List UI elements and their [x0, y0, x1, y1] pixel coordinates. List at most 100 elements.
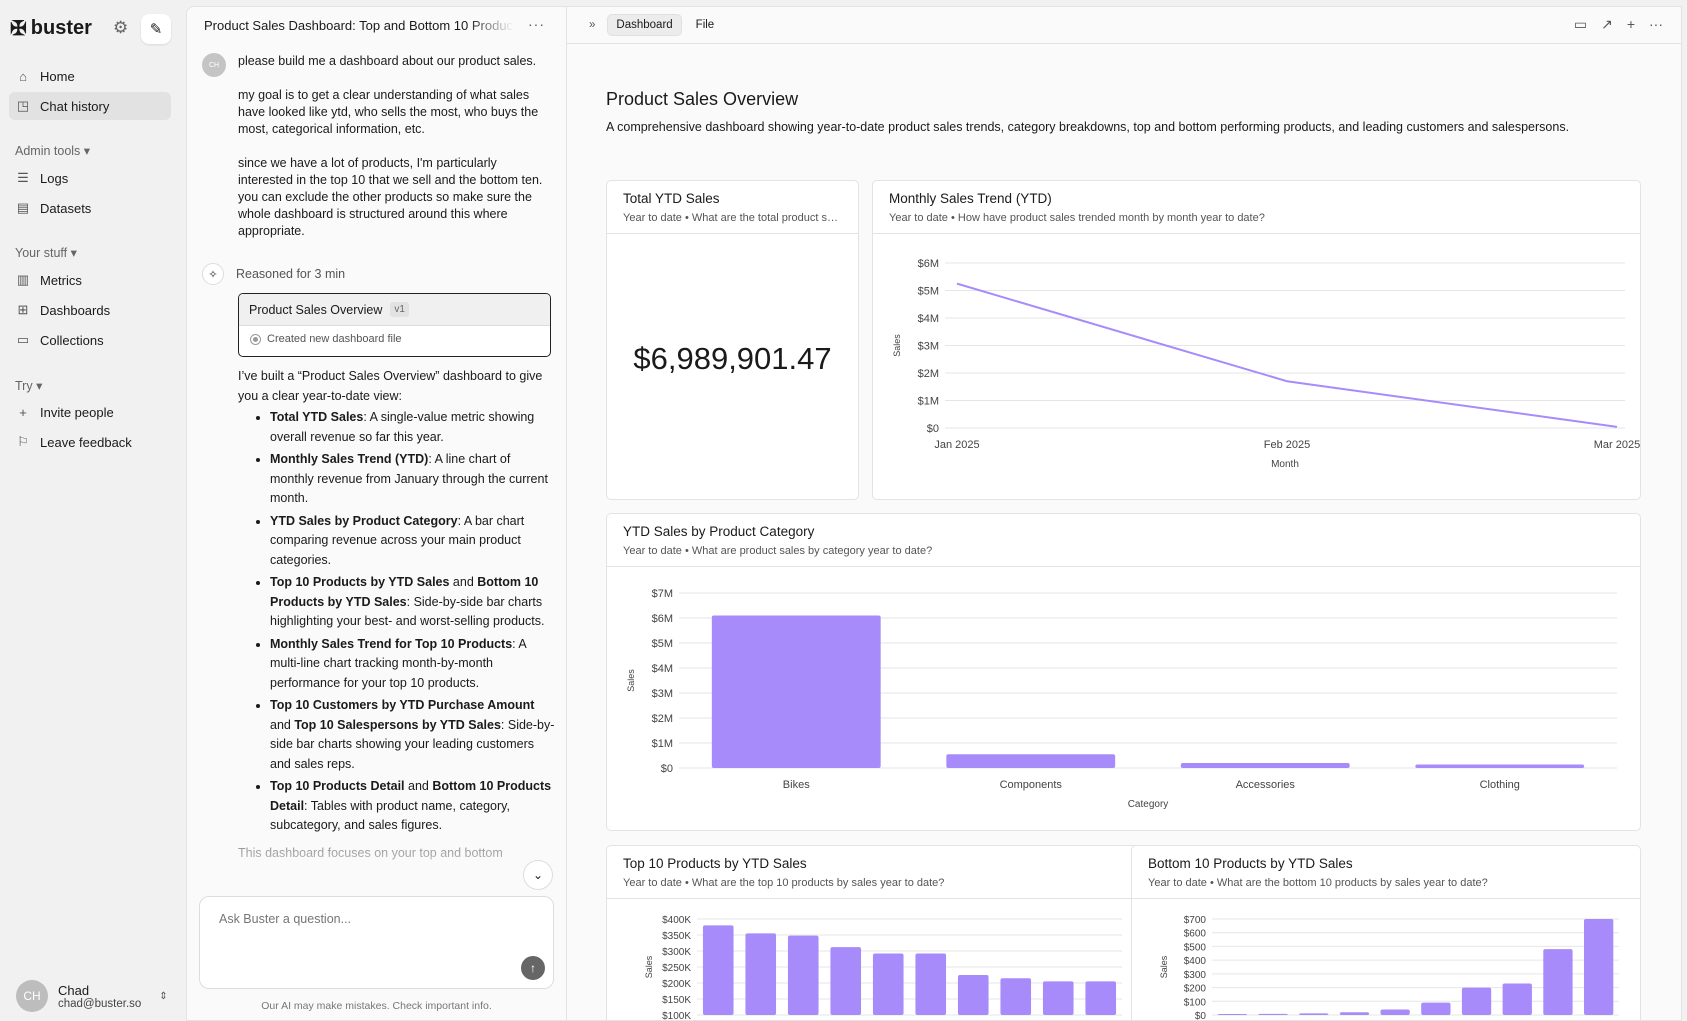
tab-file[interactable]: File: [695, 19, 715, 31]
y-tick-label: $5M: [918, 286, 939, 298]
assistant-response: I’ve built a “Product Sales Overview” da…: [238, 367, 556, 863]
bar: [915, 953, 947, 1015]
card-title: Monthly Sales Trend (YTD): [889, 191, 1052, 206]
user-menu[interactable]: CH Chad chad@buster.so ⇕: [16, 980, 168, 1012]
y-tick-label: $0: [927, 423, 939, 435]
sidebar-item-leave-feedback[interactable]: ⚐ Leave feedback: [17, 434, 132, 450]
card-monthly-sales-trend[interactable]: Monthly Sales Trend (YTD) Year to date •…: [872, 180, 1641, 500]
version-badge: v1: [390, 302, 409, 317]
disclaimer: Our AI may make mistakes. Check importan…: [261, 1000, 492, 1012]
card-subtitle: Year to date • What are the bottom 10 pr…: [1148, 877, 1488, 889]
bar: [1461, 987, 1492, 1015]
y-tick-label: $150K: [662, 995, 691, 1006]
arrow-up-icon: ↑: [530, 961, 536, 975]
dashboard-file-card[interactable]: Product Sales Overview v1 Created new das…: [238, 293, 551, 357]
card-top-10-products[interactable]: Top 10 Products by YTD Sales Year to dat…: [606, 845, 1157, 1021]
sidebar-item-logs[interactable]: ☰ Logs: [17, 170, 69, 186]
chat-messages-scroll[interactable]: CH please build me a dashboard about our…: [187, 43, 566, 888]
collapse-chevrons-icon[interactable]: »: [589, 19, 596, 31]
bar: [1258, 1013, 1288, 1015]
more-options-icon[interactable]: ···: [1649, 16, 1663, 32]
bar: [1415, 764, 1585, 768]
x-tick-label: Bikes: [783, 779, 810, 791]
dashboards-icon: ⊞: [17, 302, 29, 317]
scroll-down-button[interactable]: ⌄: [523, 860, 553, 890]
sidebar-item-collections[interactable]: ▭ Collections: [16, 332, 104, 348]
chat-panel: Product Sales Dashboard: Top and Bottom …: [186, 6, 567, 1021]
sidebar-item-invite-people[interactable]: + Invite people: [9, 398, 171, 426]
y-tick-label: $7M: [652, 588, 673, 600]
folder-icon[interactable]: ▭: [1573, 16, 1588, 32]
more-options-icon[interactable]: ···: [528, 16, 545, 32]
bar: [872, 953, 904, 1015]
sidebar-item-datasets[interactable]: ▤ Datasets: [16, 200, 92, 216]
card-total-ytd-sales[interactable]: Total YTD Sales Year to date • What are …: [606, 180, 859, 500]
y-tick-label: $0: [1195, 1011, 1207, 1021]
y-tick-label: $3M: [918, 341, 939, 353]
y-axis-label: Sales: [892, 334, 902, 357]
y-tick-label: $2M: [652, 713, 673, 725]
y-tick-label: $200K: [662, 979, 691, 990]
try-section[interactable]: Try ▾: [15, 379, 43, 393]
edit-icon: ✎: [149, 21, 163, 38]
reasoning-status[interactable]: Reasoned for 3 min: [236, 267, 346, 281]
dashboard-title: Product Sales Overview: [606, 89, 799, 109]
new-chat-button[interactable]: ✎: [141, 14, 171, 44]
list-icon: ☰: [17, 170, 29, 185]
x-tick-label: Components: [1000, 779, 1063, 791]
card-subtitle: Year to date • What are the total produc…: [623, 212, 843, 224]
y-tick-label: $6M: [918, 258, 939, 270]
response-bullet: Total YTD Sales: A single-value metric s…: [270, 408, 556, 447]
top10-bar-chart: $100K $150K $200K $250K $300K $350K $400K Sales: [644, 915, 1122, 1021]
x-axis-label: Month: [1271, 459, 1299, 470]
y-tick-label: $400: [1184, 956, 1207, 967]
bar: [1042, 981, 1074, 1015]
card-title: Bottom 10 Products by YTD Sales: [1148, 856, 1353, 871]
dashboard-toolbar: » Dashboard File ▭ ↗ + ···: [567, 7, 1681, 44]
admin-tools-section[interactable]: Admin tools ▾: [15, 144, 91, 158]
tab-dashboard[interactable]: Dashboard: [607, 14, 682, 36]
share-icon[interactable]: ↗: [1601, 16, 1613, 32]
y-tick-label: $200: [1184, 984, 1207, 995]
y-tick-label: $3M: [652, 688, 673, 700]
chat-input-box[interactable]: ↑: [199, 896, 554, 989]
response-closing-text: This dashboard focuses on your top and b…: [238, 845, 503, 860]
y-tick-label: $600: [1184, 929, 1207, 940]
dashboard-panel: » Dashboard File ▭ ↗ + ··· Product Sales…: [567, 6, 1682, 1021]
bar: [1380, 1009, 1410, 1015]
bar: [946, 754, 1116, 768]
settings-gear-icon[interactable]: ⚙: [113, 18, 129, 37]
buster-avatar-icon: ✧: [202, 263, 224, 285]
response-bullet: Top 10 Products Detail and Bottom 10 Pro…: [270, 777, 556, 836]
bar: [787, 935, 819, 1015]
card-sales-by-category[interactable]: YTD Sales by Product Category Year to da…: [606, 513, 1641, 831]
sidebar: ✠ buster ⚙ ✎ ⌂ Home ◳ Chat history Admin to…: [0, 0, 186, 1021]
response-bullet: Monthly Sales Trend (YTD): A line chart …: [270, 450, 556, 509]
bar: [1217, 1014, 1248, 1015]
sidebar-item-home[interactable]: ⌂ Home: [9, 62, 171, 90]
sidebar-item-metrics[interactable]: ▥ Metrics: [16, 272, 82, 288]
card-subtitle: Year to date • What are product sales by…: [623, 545, 933, 557]
logo[interactable]: ✠ buster: [10, 17, 92, 40]
bar: [1502, 983, 1532, 1015]
card-subtitle: Year to date • How have product sales tr…: [889, 212, 1265, 224]
sidebar-item-chat-history[interactable]: ◳ Chat history: [9, 92, 171, 120]
y-axis-label: Sales: [644, 955, 654, 978]
user-name: Chad: [58, 982, 90, 998]
sidebar-item-dashboards[interactable]: ⊞ Dashboards: [17, 302, 111, 318]
x-tick-label: Jan 2025: [934, 439, 979, 451]
chat-title: Product Sales Dashboard: Top and Bottom …: [204, 18, 514, 33]
chat-input[interactable]: [219, 912, 519, 926]
bar: [957, 975, 989, 1015]
y-tick-label: $350K: [662, 931, 691, 942]
dashboard-description: A comprehensive dashboard showing year-t…: [606, 120, 1570, 134]
your-stuff-section[interactable]: Your stuff ▾: [15, 246, 77, 260]
card-title: Top 10 Products by YTD Sales: [623, 856, 807, 871]
x-axis-label: Category: [1128, 799, 1169, 810]
card-title: YTD Sales by Product Category: [623, 524, 815, 539]
send-button[interactable]: ↑: [521, 956, 545, 980]
bar: [1180, 763, 1350, 768]
plus-icon[interactable]: +: [1626, 16, 1635, 32]
bar: [1421, 1002, 1451, 1015]
card-bottom-10-products[interactable]: Bottom 10 Products by YTD Sales Year to …: [1131, 845, 1641, 1021]
